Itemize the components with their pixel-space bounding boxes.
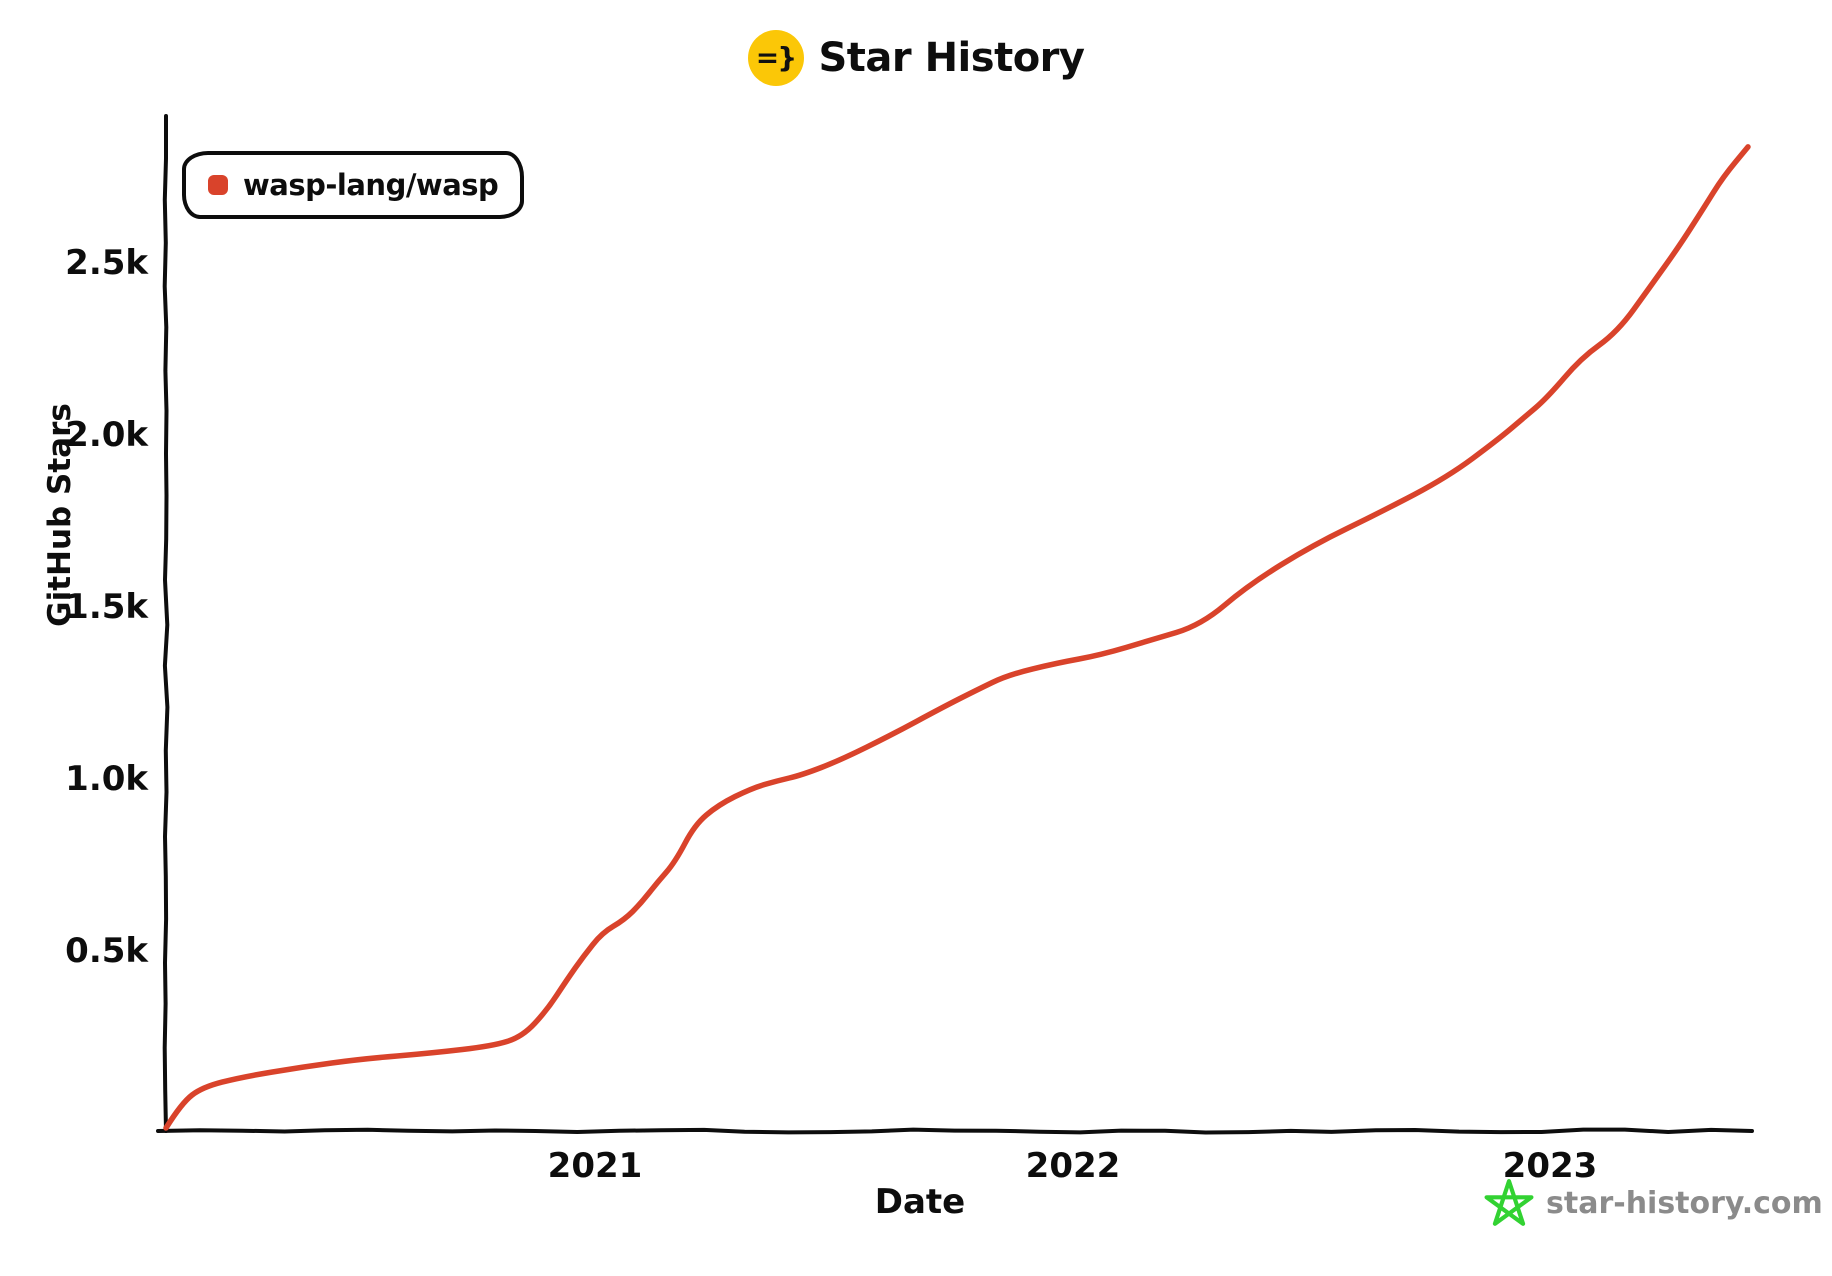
brand-text: star-history.com [1546, 1185, 1823, 1221]
y-tick-label-1-5k: 1.5k [65, 587, 148, 627]
y-tick-label-2-0k: 2.0k [65, 415, 148, 455]
x-tick-label-2023: 2023 [1502, 1146, 1598, 1186]
x-tick-label-2021: 2021 [547, 1146, 643, 1186]
y-tick-label-2-5k: 2.5k [65, 243, 148, 283]
y-tick-label-1-0k: 1.0k [65, 759, 148, 799]
star-history-logo-icon: =} [747, 30, 804, 86]
x-tick-label-2022: 2022 [1025, 1146, 1121, 1186]
legend: wasp-lang/wasp [182, 151, 525, 219]
x-axis-line [156, 1127, 1754, 1135]
legend-item-wasp-lang-wasp[interactable]: wasp-lang/wasp [208, 168, 499, 202]
chart-title-bar: =} Star History [0, 30, 1832, 86]
series-line-wasp-lang-wasp [163, 144, 1751, 1131]
x-axis-title: Date [874, 1182, 966, 1222]
star-doodle-icon [1484, 1179, 1534, 1226]
y-axis-title: GitHub Stars [42, 403, 78, 627]
legend-label: wasp-lang/wasp [243, 168, 499, 202]
y-axis-line [162, 114, 170, 1133]
page-title: Star History [818, 35, 1085, 81]
brand-link[interactable]: star-history.com [1484, 1178, 1823, 1228]
y-tick-label-0-5k: 0.5k [65, 931, 148, 971]
series-color-marker-icon [208, 175, 228, 195]
